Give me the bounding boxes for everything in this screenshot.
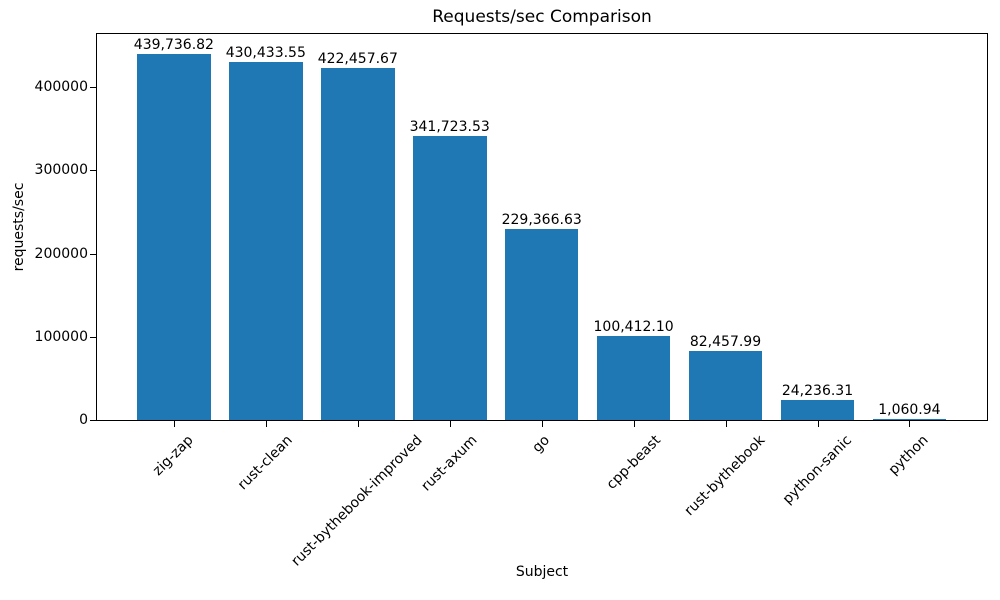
y-tick-label: 300000 (34, 162, 88, 179)
bar-value-label: 100,412.10 (593, 319, 674, 336)
x-tick-mark (633, 421, 635, 427)
y-tick-mark (90, 336, 96, 338)
bar (872, 419, 947, 420)
y-tick-mark (90, 253, 96, 255)
x-tick-mark (265, 421, 267, 427)
bar-value-label: 422,457.67 (317, 51, 398, 68)
bar (137, 53, 211, 420)
bar (596, 336, 671, 420)
x-tick-mark (357, 421, 359, 427)
bar-value-label: 430,433.55 (225, 44, 306, 61)
bar (229, 61, 303, 420)
chart-title: Requests/sec Comparison (432, 7, 652, 27)
plot-area (96, 33, 988, 421)
x-tick-mark (173, 421, 175, 427)
bar (780, 399, 855, 420)
bar-value-label: 24,236.31 (781, 382, 854, 399)
x-tick-mark (817, 421, 819, 427)
x-tick-label: rust-clean (235, 432, 297, 494)
bar-value-label: 439,736.82 (133, 36, 214, 53)
bar (688, 351, 763, 420)
x-tick-label: python-sanic (779, 432, 855, 508)
bar-value-label: 341,723.53 (409, 118, 490, 135)
bar-value-label: 1,060.94 (878, 402, 941, 418)
y-tick-mark (90, 170, 96, 172)
x-tick-label: rust-bythebook (681, 432, 769, 520)
y-tick-label: 100000 (34, 328, 88, 345)
bar (413, 135, 487, 420)
x-tick-label: python (886, 432, 932, 479)
y-tick-mark (90, 420, 96, 421)
x-tick-mark (449, 421, 451, 427)
x-tick-label: rust-axum (418, 432, 481, 495)
x-tick-mark (541, 421, 543, 427)
bar (321, 68, 395, 420)
y-tick-label: 0 (79, 412, 88, 428)
x-axis-label: Subject (515, 564, 569, 580)
x-tick-label: zig-zap (150, 432, 197, 479)
x-tick-mark (909, 421, 911, 427)
x-tick-mark (725, 421, 727, 427)
x-tick-label: rust-bythebook-improved (288, 432, 427, 570)
y-tick-label: 400000 (34, 79, 88, 95)
x-tick-label: cpp-beast (603, 432, 664, 493)
bar (504, 229, 579, 420)
x-tick-label: go (529, 432, 554, 456)
y-tick-label: 200000 (34, 245, 88, 262)
bar-value-label: 82,457.99 (689, 334, 762, 351)
y-tick-mark (90, 87, 96, 88)
bar-value-label: 229,366.63 (501, 212, 582, 228)
